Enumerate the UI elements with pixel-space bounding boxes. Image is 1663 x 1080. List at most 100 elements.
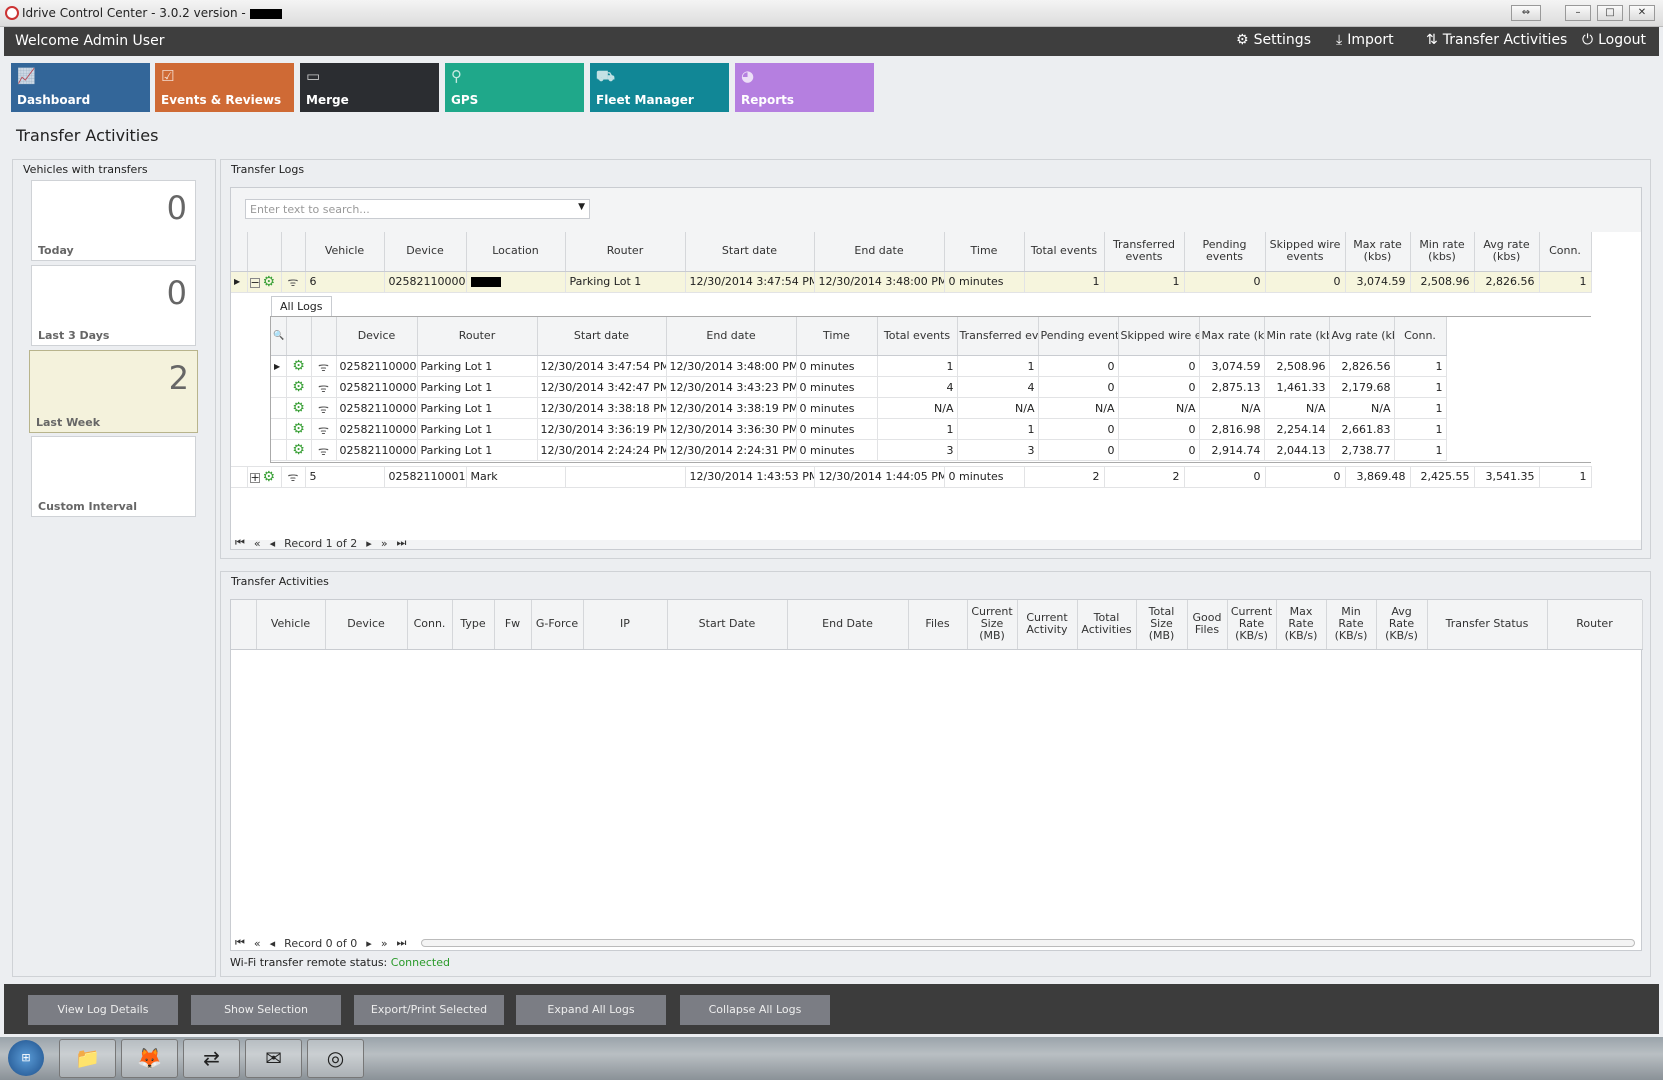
tile-gps[interactable]: ⚲ GPS <box>445 63 584 112</box>
column-header-skipped-wire-events[interactable]: Skipped wire events <box>1265 232 1346 272</box>
prev-page-icon[interactable]: ◂ <box>269 536 276 550</box>
restore-icon[interactable]: ⇔ <box>1511 5 1541 21</box>
column-header-time[interactable]: Time <box>796 316 878 356</box>
column-header-fw[interactable]: Fw <box>494 600 532 650</box>
column-header-conn[interactable]: Conn. <box>407 600 453 650</box>
column-header-start-date[interactable]: Start date <box>537 316 667 356</box>
column-header-min-rate-kbs[interactable]: Min rate (kbs) <box>1264 316 1330 356</box>
detail-log-row[interactable]: ▶ ⚙ ᯤ 025821100006 Parking Lot 1 12/30/2014 3… <box>271 355 1447 377</box>
column-header-end-date[interactable]: End Date <box>787 600 909 650</box>
column-header-device[interactable]: Device <box>384 232 467 272</box>
close-button[interactable]: ✕ <box>1629 5 1655 21</box>
column-header-time[interactable]: Time <box>944 232 1025 272</box>
prev-page-group-icon[interactable]: « <box>253 936 261 950</box>
column-header-start-date[interactable]: Start date <box>685 232 815 272</box>
explorer-taskbar-icon[interactable]: 📁 <box>59 1039 116 1078</box>
teamviewer-taskbar-icon[interactable]: ⇄ <box>183 1039 240 1078</box>
column-header-transferred-events[interactable]: Transferred events <box>1104 232 1185 272</box>
column-header-ip[interactable]: IP <box>583 600 668 650</box>
column-header-type[interactable]: Type <box>452 600 495 650</box>
column-header-router[interactable]: Router <box>1547 600 1643 650</box>
column-header-total-events[interactable]: Total events <box>1024 232 1105 272</box>
show-selection-button[interactable]: Show Selection <box>191 995 341 1025</box>
export-print-selected-button[interactable]: Export/Print Selected <box>354 995 504 1025</box>
column-header-files[interactable]: Files <box>908 600 968 650</box>
column-header-max-rate-kbs[interactable]: Max rate (kbs) <box>1345 232 1411 272</box>
tile-dashboard[interactable]: 📈 Dashboard <box>11 63 150 112</box>
column-header-vehicle[interactable]: Vehicle <box>305 232 385 272</box>
column-header-good-files[interactable]: Good Files <box>1187 600 1228 650</box>
column-header-location[interactable]: Location <box>466 232 566 272</box>
column-header-transfer-status[interactable]: Transfer Status <box>1427 600 1548 650</box>
column-header-end-date[interactable]: End date <box>666 316 797 356</box>
column-header-pending-events[interactable]: Pending events <box>1038 316 1119 356</box>
column-header-conn[interactable]: Conn. <box>1394 316 1447 356</box>
column-header-conn[interactable]: Conn. <box>1539 232 1592 272</box>
chevron-down-icon[interactable]: ▼ <box>578 202 585 212</box>
next-page-group-icon[interactable]: » <box>380 936 388 950</box>
minimize-button[interactable]: – <box>1565 5 1591 21</box>
column-header-min-rate-kb-s[interactable]: Min Rate (KB/s) <box>1326 600 1377 650</box>
detail-log-row[interactable]: ⚙ ᯤ 025821100006 Parking Lot 1 12/30/2014 3:… <box>271 397 1447 419</box>
card-last-week[interactable]: 2 Last Week <box>29 350 198 433</box>
tile-events-reviews[interactable]: ☑ Events & Reviews <box>155 63 294 112</box>
first-page-icon[interactable]: ⏮ <box>235 936 245 949</box>
tab-all-logs[interactable]: All Logs <box>271 295 332 316</box>
column-header-max-rate-kbs[interactable]: Max rate (kbs) <box>1199 316 1265 356</box>
card-last-3-days[interactable]: 0 Last 3 Days <box>31 265 196 346</box>
mail-taskbar-icon[interactable]: ✉ <box>245 1039 302 1078</box>
collapse-all-logs-button[interactable]: Collapse All Logs <box>680 995 830 1025</box>
column-header-end-date[interactable]: End date <box>814 232 945 272</box>
import-link[interactable]: ⤓ Import <box>1336 32 1394 48</box>
detail-log-row[interactable]: ⚙ ᯤ 025821100006 Parking Lot 1 12/30/2014 3:… <box>271 376 1447 398</box>
transfer-activities-link[interactable]: ⇅ Transfer Activities <box>1426 32 1568 48</box>
column-header-transferred-events[interactable]: Transferred events <box>957 316 1039 356</box>
firefox-taskbar-icon[interactable]: 🦊 <box>121 1039 178 1078</box>
tile-fleet-manager[interactable]: ⛟ Fleet Manager <box>590 63 729 112</box>
detail-log-row[interactable]: ⚙ ᯤ 025821100006 Parking Lot 1 12/30/2014 2:… <box>271 439 1447 461</box>
column-header-total-events[interactable]: Total events <box>877 316 958 356</box>
collapse-icon[interactable]: − <box>249 275 260 289</box>
column-header-pending-events[interactable]: Pending events <box>1184 232 1266 272</box>
expand-icon[interactable]: + <box>249 470 260 484</box>
first-page-icon[interactable]: ⏮ <box>235 536 245 549</box>
log-row[interactable]: ▶ − ⚙ ᯤ 6 025821100006 Parking Lot 1 12/30/2014… <box>231 271 1592 293</box>
column-header-avg-rate-kbs[interactable]: Avg rate (kbs) <box>1329 316 1395 356</box>
search-icon[interactable]: 🔍 <box>271 316 287 356</box>
tile-merge[interactable]: ▭ Merge <box>300 63 439 112</box>
column-header-start-date[interactable]: Start Date <box>667 600 788 650</box>
expand-all-logs-button[interactable]: Expand All Logs <box>516 995 666 1025</box>
column-header-current-activity[interactable]: Current Activity <box>1017 600 1078 650</box>
column-header-max-rate-kb-s[interactable]: Max Rate (KB/s) <box>1276 600 1327 650</box>
card-today[interactable]: 0 Today <box>31 180 196 261</box>
column-header-avg-rate-kb-s[interactable]: Avg Rate (KB/s) <box>1376 600 1428 650</box>
maximize-button[interactable]: □ <box>1597 5 1623 21</box>
prev-page-icon[interactable]: ◂ <box>269 936 276 950</box>
start-button[interactable]: ⊞ <box>8 1040 44 1076</box>
search-input[interactable]: Enter text to search... ▼ <box>245 199 590 219</box>
column-header-min-rate-kbs[interactable]: Min rate (kbs) <box>1410 232 1475 272</box>
view-log-details-button[interactable]: View Log Details <box>28 995 178 1025</box>
last-page-icon[interactable]: ⏭ <box>396 536 407 549</box>
column-header-vehicle[interactable]: Vehicle <box>256 600 326 650</box>
last-page-icon[interactable]: ⏭ <box>396 936 407 949</box>
next-page-icon[interactable]: ▸ <box>366 936 372 950</box>
settings-link[interactable]: ⚙ Settings <box>1236 32 1311 48</box>
column-header-router[interactable]: Router <box>417 316 538 356</box>
log-row[interactable]: + ⚙ ᯤ 5 025821100014 Mark 12/30/2014 1:43:53 P… <box>231 466 1592 488</box>
column-header-total-activities[interactable]: Total Activities <box>1077 600 1137 650</box>
tile-reports[interactable]: ◕ Reports <box>735 63 874 112</box>
column-header-device[interactable]: Device <box>325 600 408 650</box>
prev-page-group-icon[interactable]: « <box>253 536 261 550</box>
idrive-taskbar-icon[interactable]: ◎ <box>307 1039 364 1078</box>
logout-link[interactable]: ⏻ Logout <box>1582 32 1647 48</box>
column-header-device[interactable]: Device <box>336 316 418 356</box>
detail-log-row[interactable]: ⚙ ᯤ 025821100006 Parking Lot 1 12/30/2014 3:… <box>271 418 1447 440</box>
next-page-icon[interactable]: ▸ <box>366 536 372 550</box>
column-header-avg-rate-kbs[interactable]: Avg rate (kbs) <box>1474 232 1540 272</box>
column-header-current-rate-kb-s[interactable]: Current Rate (KB/s) <box>1227 600 1277 650</box>
horizontal-scrollbar[interactable] <box>421 939 1635 947</box>
card-custom-interval[interactable]: Custom Interval <box>31 436 196 517</box>
column-header-total-size-mb[interactable]: Total Size (MB) <box>1136 600 1188 650</box>
next-page-group-icon[interactable]: » <box>380 536 388 550</box>
